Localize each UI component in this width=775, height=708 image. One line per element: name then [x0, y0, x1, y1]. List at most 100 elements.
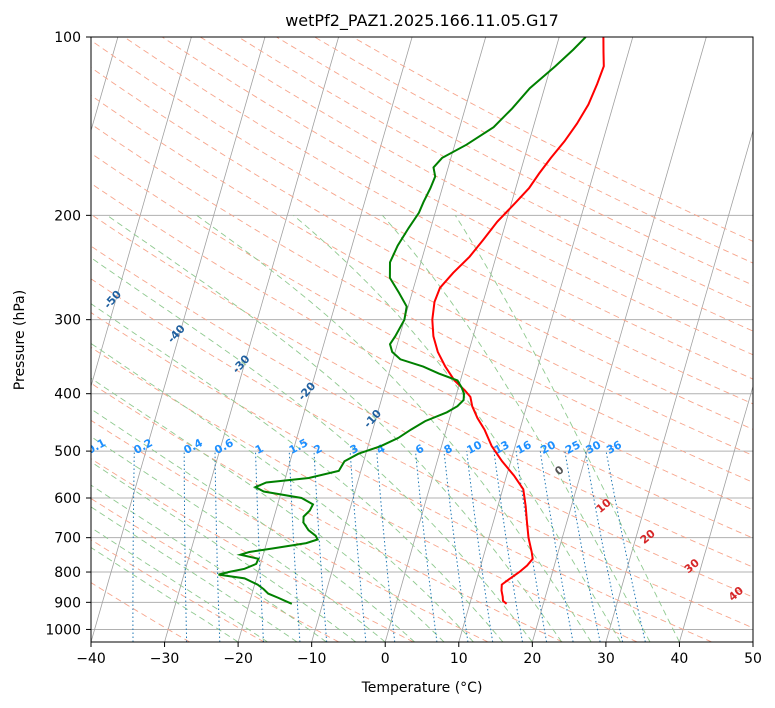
moist-adiabat-line — [382, 215, 651, 642]
dry-adiabat-label: -60 — [42, 237, 65, 261]
dry-adiabat-line — [123, 37, 753, 380]
dry-adiabat-line — [91, 312, 712, 642]
dry-adiabat-line — [91, 419, 489, 642]
moist-adiabat-line — [91, 506, 298, 642]
dry-adiabat-line — [91, 346, 638, 642]
x-tick-label: −40 — [76, 651, 106, 667]
isotherm-line — [237, 37, 413, 642]
moist-adiabat-line — [91, 461, 357, 642]
dry-adiabat-label: -50 — [101, 288, 124, 312]
dry-adiabat-line — [91, 94, 753, 456]
mixing-ratio-line — [493, 451, 523, 642]
y-tick-label: 800 — [54, 565, 81, 581]
dry-adiabat-line — [91, 458, 414, 642]
dry-adiabat-line — [91, 123, 753, 483]
y-tick-label: 200 — [54, 208, 81, 224]
isotherm-line — [605, 129, 753, 642]
y-tick-label: 400 — [54, 387, 81, 403]
moist-adiabat-line — [293, 214, 621, 642]
mixing-ratio-label: 30 — [584, 438, 604, 457]
x-tick-label: 30 — [597, 651, 615, 667]
adiabat-labels: 0.10.20.40.611.52346810131620253036-100-… — [0, 181, 746, 604]
mixing-ratio-label: 2 — [312, 442, 325, 457]
mixing-ratio-line — [584, 451, 624, 642]
dry-adiabat-line — [91, 152, 753, 511]
isotherm-line — [531, 37, 707, 642]
chart-title: wetPf2_PAZ1.2025.166.11.05.G17 — [285, 11, 559, 31]
moist-adiabat-line — [91, 527, 268, 642]
moist-adiabat-line — [454, 215, 680, 642]
mixing-ratio-label: 13 — [492, 438, 512, 457]
dry-adiabat-line — [352, 37, 753, 242]
mixing-ratio-line — [376, 451, 396, 642]
mixing-ratio-line — [349, 451, 367, 642]
dry-adiabat-line — [91, 182, 753, 539]
mixing-ratio-lines — [83, 451, 646, 642]
dry-adiabat-label: -40 — [165, 322, 188, 346]
dry-adiabat-line — [200, 37, 753, 332]
moist-adiabat-label: 10 — [594, 496, 614, 516]
isotherm-line — [384, 37, 560, 642]
dry-adiabat-label: -70 — [0, 181, 8, 205]
dry-adiabat-label: -20 — [295, 379, 318, 403]
mixing-ratio-line — [415, 451, 438, 642]
mixing-ratio-line — [83, 451, 88, 642]
isotherm-line — [91, 37, 192, 388]
moist-adiabat-line — [91, 436, 386, 642]
dry-adiabat-line — [91, 278, 753, 629]
y-tick-label: 700 — [54, 531, 81, 547]
mixing-ratio-line — [605, 451, 646, 642]
isotherm-line — [752, 640, 753, 642]
profile-series — [218, 37, 605, 605]
isotherm-line — [458, 37, 634, 642]
y-axis-label: Pressure (hPa) — [12, 290, 28, 390]
moist-adiabat-line — [91, 484, 327, 642]
moist-adiabat-line — [91, 342, 474, 642]
dry-adiabat-line — [238, 37, 753, 309]
dry-adiabat-line — [91, 539, 265, 642]
mixing-ratio-label: 1 — [253, 442, 266, 457]
mixing-ratio-line — [443, 451, 469, 642]
mixing-ratio-line — [564, 451, 601, 642]
mixing-ratio-label: 20 — [538, 438, 558, 457]
mixing-ratio-label: 16 — [514, 438, 534, 457]
y-tick-label: 500 — [54, 444, 81, 460]
moist-adiabat-line — [196, 214, 592, 642]
moist-adiabat-line — [91, 257, 533, 642]
dry-adiabat-line — [91, 245, 753, 598]
mixing-ratio-line — [466, 451, 494, 642]
x-tick-label: 40 — [671, 651, 689, 667]
dry-adiabat-line — [91, 213, 753, 568]
x-tick-label: −30 — [150, 651, 180, 667]
moist-adiabat-line — [91, 546, 239, 642]
x-tick-label: 20 — [523, 651, 541, 667]
mixing-ratio-label: 0.1 — [85, 436, 108, 457]
temperature-line — [431, 37, 605, 605]
mixing-ratio-label: 8 — [442, 442, 455, 457]
mixing-ratio-line — [539, 451, 574, 642]
x-axis-ticks: −40 −30 −20 −10 0 10 20 30 40 50 — [76, 642, 762, 667]
mixing-ratio-label: 25 — [563, 438, 583, 457]
isobar-grid — [91, 37, 753, 630]
y-tick-label: 100 — [54, 30, 81, 46]
dry-adiabat-lines — [91, 37, 753, 642]
moist-adiabat-line — [106, 214, 563, 642]
y-tick-label: 1000 — [45, 622, 81, 638]
moist-adiabat-label: 20 — [638, 527, 658, 547]
y-axis-ticks: 100 200 300 400 500 600 700 800 900 1000 — [45, 30, 91, 638]
moist-adiabat-label: 0 — [552, 463, 566, 478]
y-tick-label: 300 — [54, 313, 81, 329]
x-tick-label: 10 — [450, 651, 468, 667]
y-tick-label: 900 — [54, 595, 81, 611]
dry-adiabat-label: -10 — [361, 407, 384, 431]
mixing-ratio-line — [313, 451, 328, 642]
mixing-ratio-label: 10 — [465, 438, 485, 457]
plot-frame — [90, 36, 754, 643]
x-tick-label: −10 — [297, 651, 327, 667]
x-tick-label: 0 — [381, 651, 390, 667]
mixing-ratio-label: 36 — [604, 438, 624, 457]
mixing-ratio-label: 6 — [413, 442, 426, 457]
mixing-ratio-label: 0.2 — [132, 436, 155, 457]
isotherm-grid — [91, 37, 753, 642]
